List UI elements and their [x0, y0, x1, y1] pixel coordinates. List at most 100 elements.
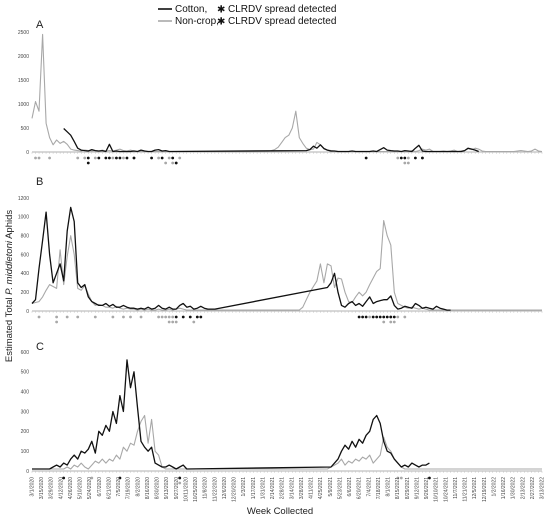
- x-tick-label: 11/21/2021: [463, 477, 469, 502]
- noncrop-spread-marker: [174, 320, 178, 324]
- noncrop-spread-marker: [34, 156, 37, 160]
- x-tick-label: 12/19/2021: [482, 477, 488, 502]
- x-tick-label: 1/16/2022: [501, 477, 507, 499]
- cotton-spread-marker: [178, 476, 182, 480]
- x-tick-label: 3/28/2021: [299, 477, 305, 499]
- panel-c: C 0 100 200 300 400 500 600: [21, 341, 543, 485]
- cotton-spread-marker: [413, 156, 417, 160]
- legend-noncrop-spread-label: CLRDV spread detected: [228, 16, 336, 27]
- cotton-spread-marker: [115, 156, 118, 160]
- noncrop-spread-marker: [55, 320, 59, 324]
- y-tick-label: 1200: [18, 196, 29, 202]
- cotton-spread-marker: [104, 156, 108, 160]
- x-tick-label: 9/26/2021: [424, 477, 430, 499]
- noncrop-spread-marker: [399, 476, 403, 480]
- noncrop-spread-marker: [76, 156, 80, 160]
- x-tick-label: 3/13/2022: [540, 477, 546, 499]
- y-tick-label: 500: [21, 126, 30, 132]
- cotton-spread-marker: [371, 315, 375, 319]
- cotton-spread-marker: [364, 315, 368, 319]
- noncrop-spread-marker: [167, 320, 171, 324]
- x-tick-label: 1/30/2022: [511, 477, 517, 499]
- cotton-spread-marker: [357, 315, 361, 319]
- x-tick-label: 3/15/2020: [39, 477, 45, 499]
- y-axis-title-species: P. middletoni: [4, 240, 15, 295]
- y-tick-label: 1500: [18, 78, 29, 84]
- x-tick-label: 2/13/2022: [520, 477, 526, 499]
- x-tick-label: 6/21/2020: [107, 477, 113, 499]
- x-tick-label: 6/20/2021: [357, 477, 363, 499]
- cotton-spread-marker: [174, 315, 178, 319]
- y-tick-label: 2000: [18, 54, 29, 60]
- x-tick-label: 2/28/2021: [280, 477, 286, 499]
- noncrop-spread-marker: [122, 315, 125, 319]
- cotton-series-line: [63, 128, 479, 153]
- y-tick-label: 1000: [18, 102, 29, 108]
- cotton-spread-marker: [428, 476, 431, 480]
- panel-b: B 0 200 400 600 800 1000 1200: [18, 176, 543, 324]
- noncrop-series-line: [32, 414, 542, 470]
- noncrop-spread-marker: [90, 476, 94, 480]
- noncrop-spread-marker: [93, 315, 97, 319]
- cotton-spread-marker: [195, 315, 199, 319]
- noncrop-spread-marker: [111, 156, 115, 160]
- y-tick-label: 1000: [18, 215, 29, 221]
- x-tick-label: 7/4/2021: [366, 477, 372, 497]
- x-tick-label: 11/8/2020: [203, 477, 209, 499]
- cotton-spread-marker: [421, 156, 424, 160]
- panel-label-a: A: [36, 19, 44, 31]
- y-axis-title-part-1: Estimated Total: [4, 295, 15, 362]
- noncrop-spread-marker: [171, 320, 175, 324]
- x-tick-label: 12/20/2020: [232, 477, 238, 502]
- cotton-spread-marker: [181, 315, 185, 319]
- noncrop-spread-marker: [164, 315, 168, 319]
- legend-cotton-marker: ✱: [217, 5, 225, 16]
- x-tick-label: 9/27/2020: [174, 477, 180, 499]
- noncrop-spread-marker: [396, 315, 400, 319]
- x-tick-label: 5/9/2021: [328, 477, 334, 497]
- noncrop-spread-marker: [37, 315, 41, 319]
- noncrop-series-line: [31, 33, 543, 153]
- noncrop-spread-marker: [160, 315, 164, 319]
- legend-noncrop-label: Non-crop,: [175, 16, 219, 27]
- y-tick-label: 100: [21, 449, 30, 455]
- x-tick-label: 12/5/2021: [472, 477, 478, 499]
- x-tick-label: 7/19/2020: [126, 477, 132, 499]
- noncrop-spread-marker: [403, 161, 407, 165]
- y-tick-label: 400: [21, 389, 30, 395]
- cotton-spread-marker: [107, 156, 111, 160]
- noncrop-spread-marker: [171, 315, 175, 319]
- x-tick-label: 8/29/2021: [405, 477, 411, 499]
- cotton-spread-marker: [86, 156, 90, 160]
- noncrop-spread-marker: [403, 315, 407, 319]
- x-tick-label: 10/11/2020: [184, 477, 190, 502]
- x-tick-label: 7/18/2021: [376, 477, 382, 499]
- noncrop-spread-marker: [111, 315, 115, 319]
- x-tick-label: 4/26/2020: [68, 477, 74, 499]
- cotton-spread-marker: [171, 156, 175, 160]
- x-tick-label: 3/14/2021: [289, 477, 295, 499]
- cotton-spread-marker: [199, 315, 203, 319]
- y-tick-label: 200: [21, 290, 30, 296]
- noncrop-spread-marker: [382, 320, 386, 324]
- x-tick-label: 4/12/2020: [58, 477, 64, 499]
- noncrop-spread-marker: [164, 161, 168, 165]
- x-tick-label: 10/10/2021: [434, 477, 440, 502]
- cotton-spread-marker: [174, 161, 178, 165]
- cotton-spread-marker: [97, 156, 101, 160]
- cotton-spread-marker: [160, 156, 164, 160]
- y-tick-label: 0: [26, 469, 29, 475]
- x-tick-label: 5/10/2020: [78, 477, 84, 499]
- cotton-spread-marker: [385, 315, 389, 319]
- y-tick-label: 500: [21, 370, 30, 376]
- cotton-series-line: [32, 359, 430, 470]
- cotton-spread-marker: [375, 315, 379, 319]
- y-tick-label: 0: [26, 309, 29, 315]
- noncrop-series-line: [31, 220, 542, 311]
- x-tick-label: 10/25/2020: [193, 477, 199, 502]
- noncrop-spread-marker: [406, 156, 410, 160]
- noncrop-spread-marker: [139, 315, 143, 319]
- cotton-spread-marker: [118, 156, 122, 160]
